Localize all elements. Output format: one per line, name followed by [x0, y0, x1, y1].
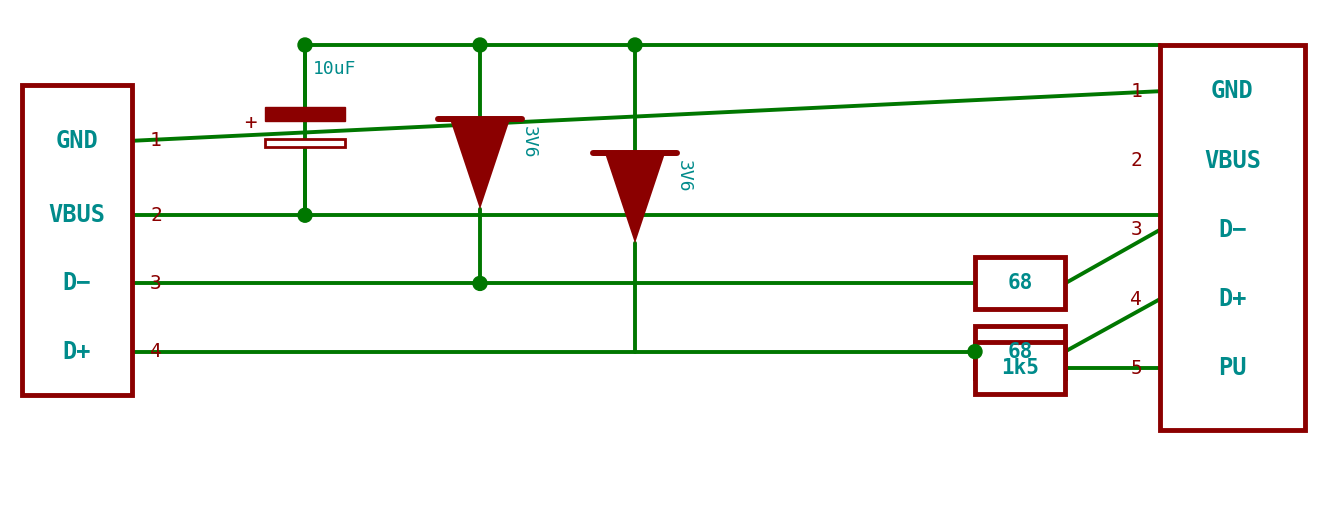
Text: 3V6: 3V6: [520, 126, 538, 159]
Bar: [265, 107, 345, 121]
Text: GND: GND: [56, 129, 98, 153]
Text: VBUS: VBUS: [49, 203, 106, 227]
Circle shape: [629, 38, 642, 52]
Text: 4: 4: [1130, 289, 1142, 309]
Bar: [975, 326, 1065, 378]
Text: VBUS: VBUS: [1204, 148, 1261, 173]
Bar: [265, 139, 345, 147]
Text: D−: D−: [62, 271, 91, 295]
Polygon shape: [450, 119, 511, 209]
Text: 3V6: 3V6: [675, 160, 693, 192]
Circle shape: [968, 344, 983, 359]
Polygon shape: [605, 154, 666, 243]
Circle shape: [473, 276, 487, 290]
Text: 2: 2: [1130, 151, 1142, 170]
Text: 68: 68: [1008, 273, 1033, 293]
Bar: [975, 258, 1065, 310]
Circle shape: [298, 38, 312, 52]
Text: 1: 1: [150, 131, 162, 150]
Text: D−: D−: [1219, 218, 1246, 242]
Text: D+: D+: [62, 339, 91, 364]
Text: 10uF: 10uF: [313, 60, 357, 78]
Text: 68: 68: [1008, 341, 1033, 362]
Text: 3: 3: [150, 274, 162, 293]
Circle shape: [298, 208, 312, 222]
Text: 5: 5: [1130, 359, 1142, 378]
Bar: [1160, 45, 1305, 430]
Text: 1k5: 1k5: [1001, 359, 1040, 378]
Text: 4: 4: [150, 342, 162, 361]
Text: 2: 2: [150, 206, 162, 225]
Circle shape: [473, 38, 487, 52]
Text: D+: D+: [1219, 287, 1246, 311]
Text: PU: PU: [1219, 357, 1246, 380]
Text: 1: 1: [1130, 82, 1142, 100]
Bar: [975, 342, 1065, 394]
Bar: [23, 85, 133, 395]
Text: 3: 3: [1130, 220, 1142, 239]
Text: +: +: [244, 113, 257, 133]
Text: GND: GND: [1211, 79, 1254, 103]
